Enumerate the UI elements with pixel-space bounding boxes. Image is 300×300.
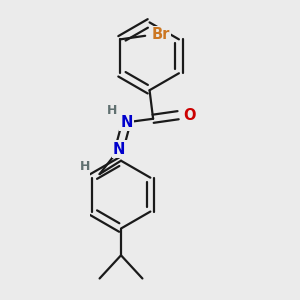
Text: Br: Br <box>151 27 169 42</box>
Text: H: H <box>107 104 117 117</box>
Text: O: O <box>184 108 196 123</box>
Text: N: N <box>113 142 125 157</box>
Text: H: H <box>80 160 91 173</box>
Text: N: N <box>120 115 133 130</box>
